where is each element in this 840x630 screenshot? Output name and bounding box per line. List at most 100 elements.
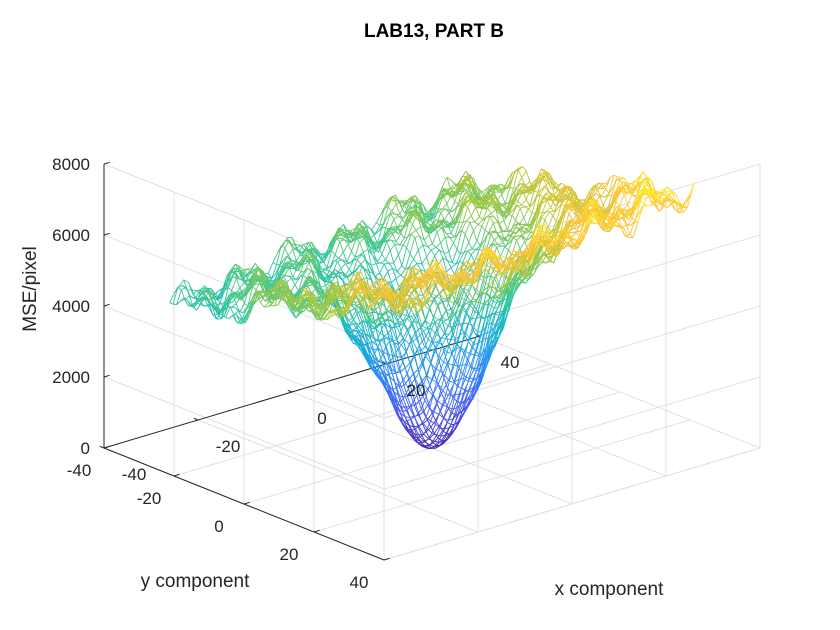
surface-mesh-segment — [483, 196, 490, 204]
surface-mesh-segment — [497, 222, 502, 232]
surface-mesh-segment — [385, 213, 391, 228]
surface-mesh-segment — [445, 208, 450, 213]
surface-mesh-segment — [386, 241, 391, 251]
surface-mesh-segment — [412, 263, 418, 268]
surface-mesh-segment — [370, 228, 375, 236]
surface-mesh-segment — [334, 254, 339, 259]
surface-mesh-segment — [490, 213, 495, 218]
surface-mesh-segment — [402, 244, 407, 248]
surface-mesh-segment — [422, 244, 427, 258]
surface-mesh-segment — [421, 263, 426, 272]
surface-mesh-segment — [516, 177, 523, 188]
surface-mesh-segment — [470, 215, 475, 223]
surface-mesh-segment — [467, 199, 473, 208]
surface-mesh-segment — [288, 240, 294, 250]
surface-mesh-segment — [470, 207, 477, 217]
surface-mesh-segment — [667, 203, 672, 208]
surface-mesh-segment — [417, 200, 422, 208]
side-wall-grid-z — [103, 305, 385, 419]
surface-mesh-segment — [447, 224, 452, 234]
surface-mesh-segment — [461, 220, 467, 231]
surface-mesh-segment — [442, 191, 449, 196]
surface-mesh-segment — [420, 224, 426, 228]
surface-mesh-segment — [600, 189, 607, 197]
surface-mesh-segment — [351, 251, 356, 257]
surface-mesh-segment — [169, 302, 174, 305]
surface-mesh-segment — [341, 229, 347, 238]
surface-mesh-segment — [446, 194, 452, 205]
surface-mesh-segment — [325, 269, 330, 272]
surface-mesh-segment — [565, 186, 570, 191]
surface-mesh-segment — [320, 256, 325, 260]
surface-mesh-segment — [494, 184, 500, 192]
surface-mesh-segment — [322, 253, 326, 256]
surface-mesh-segment — [345, 230, 351, 238]
surface-mesh-segment — [478, 240, 485, 250]
surface-mesh-segment — [354, 265, 360, 271]
surface-mesh-segment — [531, 196, 538, 214]
surface-mesh-segment — [599, 196, 604, 206]
surface-mesh-segment — [446, 308, 452, 312]
surface-mesh-segment — [463, 242, 470, 253]
surface-mesh-segment — [266, 276, 271, 281]
surface-mesh-segment — [539, 201, 546, 206]
surface-mesh-segment — [288, 267, 294, 277]
surface-mesh-segment — [354, 242, 361, 257]
surface-mesh-segment — [323, 261, 328, 269]
surface-mesh-segment — [476, 240, 481, 246]
surface-mesh-segment — [344, 232, 350, 236]
surface-mesh-segment — [421, 256, 427, 264]
surface-mesh-segment — [393, 254, 399, 264]
surface-mesh-segment — [522, 190, 527, 200]
surface-mesh-segment — [376, 213, 382, 223]
surface-mesh-segment — [530, 188, 535, 192]
surface-mesh-segment — [438, 226, 442, 229]
surface-mesh-segment — [394, 213, 399, 217]
surface-mesh-segment — [456, 230, 463, 250]
surface-mesh-segment — [231, 303, 237, 308]
surface-mesh-segment — [369, 267, 375, 275]
surface-mesh-segment — [378, 247, 383, 255]
surface-mesh-segment — [325, 266, 331, 271]
surface-mesh-segment — [404, 205, 409, 214]
surface-mesh-segment — [427, 246, 432, 251]
surface-mesh-segment — [516, 204, 522, 207]
surface-mesh-segment — [506, 215, 513, 230]
surface-mesh-segment — [384, 262, 390, 265]
surface-mesh-segment — [191, 305, 197, 311]
surface-mesh-segment — [515, 226, 520, 229]
surface-mesh-segment — [452, 206, 458, 220]
back-wall-grid-z — [383, 376, 761, 490]
surface-mesh-segment — [450, 267, 456, 276]
surface-mesh-segment — [459, 179, 465, 187]
surface-mesh-segment — [505, 200, 512, 211]
surface-mesh-segment — [591, 188, 596, 197]
surface-mesh-segment — [426, 249, 432, 258]
surface-mesh-segment — [434, 249, 440, 256]
surface-mesh-segment — [534, 190, 539, 193]
surface-mesh-segment — [347, 236, 352, 239]
surface-mesh-segment — [400, 269, 406, 276]
surface-mesh-segment — [359, 237, 365, 243]
floor-grid-y — [313, 419, 691, 533]
surface-mesh-segment — [267, 273, 273, 279]
surface-mesh-segment — [347, 240, 353, 245]
surface-mesh-segment — [351, 228, 356, 237]
surface-mesh-segment — [459, 185, 464, 188]
surface-mesh-segment — [487, 231, 493, 236]
surface-mesh-segment — [449, 237, 454, 244]
surface-mesh-segment — [235, 278, 241, 289]
surface-mesh-segment — [472, 329, 478, 336]
surface-mesh-segment — [439, 249, 445, 254]
surface-mesh-segment — [506, 210, 511, 214]
surface-mesh-segment — [560, 204, 565, 207]
surface-mesh-segment — [492, 185, 497, 189]
surface-mesh-segment — [506, 181, 512, 188]
surface-mesh-segment — [378, 242, 384, 248]
surface-mesh-segment — [442, 195, 448, 205]
surface-mesh-segment — [451, 190, 457, 196]
surface-mesh-segment — [502, 205, 507, 211]
surface-mesh-segment — [390, 213, 395, 220]
surface-mesh-segment — [488, 195, 493, 199]
surface-mesh-segment — [504, 187, 511, 204]
